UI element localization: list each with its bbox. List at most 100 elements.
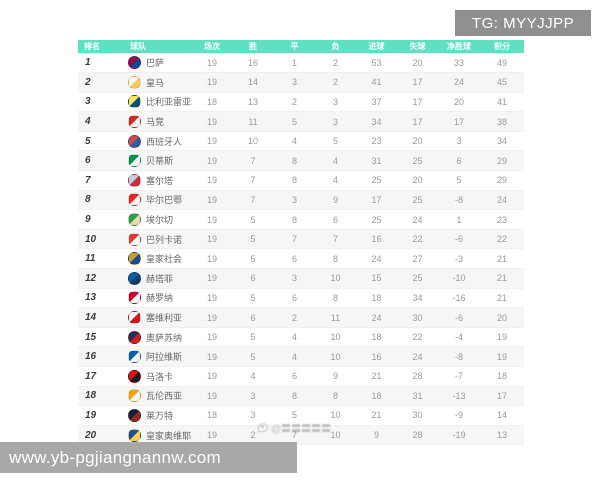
goal_diff-cell: 17 [438,111,480,132]
draw-cell: 3 [274,72,315,93]
table-row: 2 皇马 19 14 3 2 41 17 24 45 [78,72,524,93]
team-cell[interactable]: 比利亚雷亚尔 [110,92,192,113]
draw-cell: 5 [274,405,315,426]
team-logo-icon [128,271,141,285]
header-goals-for: 进球 [356,40,397,53]
team-cell[interactable]: 马洛卡 [110,366,192,387]
team-cell[interactable]: 奥萨苏纳 [110,327,192,348]
goal_diff-cell: -10 [438,268,480,289]
loss-cell: 10 [315,346,356,367]
points-cell: 20 [480,307,524,328]
goals_for-cell: 25 [356,209,397,230]
team-cell[interactable]: 马竞 [110,111,192,132]
points-cell: 41 [480,92,524,113]
loss-cell: 11 [315,307,356,328]
goal_diff-cell: -13 [438,386,480,407]
draw-cell: 1 [274,53,315,74]
loss-cell: 10 [315,405,356,426]
team-logo-icon [128,75,141,89]
goal_diff-cell: -19 [438,425,480,446]
team-cell[interactable]: 巴列卡诺 [110,229,192,250]
team-logo-icon [128,252,141,266]
team-cell[interactable]: 塞尔塔 [110,170,192,191]
table-row: 7 塞尔塔 19 7 8 4 25 20 5 29 [78,170,524,191]
goal_diff-cell: 3 [438,131,480,152]
goals_for-cell: 37 [356,92,397,113]
loss-cell: 4 [315,170,356,191]
draw-cell: 6 [274,248,315,270]
goal_diff-cell: 24 [438,72,480,93]
win-cell: 6 [232,268,274,289]
loss-cell: 3 [315,111,356,132]
goal_diff-cell: -3 [438,248,480,270]
loss-cell: 10 [315,327,356,348]
played-cell: 19 [192,268,232,289]
loss-cell: 2 [315,72,356,93]
team-cell[interactable]: 莱万特 [110,405,192,426]
team-cell[interactable]: 西班牙人 [110,131,192,152]
table-row: 6 贝蒂斯 19 7 8 4 31 25 6 29 [78,150,524,172]
team-cell[interactable]: 埃尔切 [110,209,192,230]
team-cell[interactable]: 塞维利亚 [110,307,192,328]
team-logo-icon [128,173,141,187]
team-cell[interactable]: 皇马 [110,72,192,93]
rank-cell: 5 [78,131,110,152]
win-cell: 5 [232,346,274,367]
win-cell: 6 [232,307,274,328]
played-cell: 19 [192,288,232,309]
points-cell: 19 [480,346,524,367]
team-cell[interactable]: 贝蒂斯 [110,150,192,172]
points-cell: 29 [480,170,524,191]
team-cell[interactable]: 毕尔巴鄂 [110,190,192,211]
win-cell: 3 [232,405,274,426]
played-cell: 19 [192,131,232,152]
table-row: 17 马洛卡 19 4 6 9 21 28 -7 18 [78,366,524,387]
draw-cell: 8 [274,209,315,230]
team-name: 皇家社会 [146,254,183,265]
team-logo-icon [128,232,141,246]
table-row: 13 赫罗纳 19 5 6 8 18 34 -16 21 [78,288,524,309]
team-name: 塞尔塔 [146,175,174,186]
goals_against-cell: 31 [397,386,438,407]
goals_for-cell: 21 [356,366,397,387]
goals_for-cell: 23 [356,131,397,152]
goals_against-cell: 20 [397,53,438,74]
goal_diff-cell: 33 [438,53,480,74]
header-team: 球队 [110,40,192,53]
goals_against-cell: 22 [397,327,438,348]
rank-cell: 16 [78,346,110,367]
rank-cell: 12 [78,268,110,289]
win-cell: 5 [232,209,274,230]
draw-cell: 4 [274,327,315,348]
points-cell: 23 [480,209,524,230]
team-cell[interactable]: 巴萨 [110,53,192,74]
team-name: 贝蒂斯 [146,156,174,167]
header-wins: 胜 [232,40,274,53]
header-goals-against: 失球 [397,40,438,53]
rank-cell: 19 [78,405,110,426]
team-logo-icon [128,330,141,344]
rank-cell: 2 [78,72,110,93]
goals_for-cell: 16 [356,346,397,367]
goals_for-cell: 24 [356,248,397,270]
goals_against-cell: 34 [397,288,438,309]
loss-cell: 8 [315,248,356,270]
win-cell: 13 [232,92,274,113]
played-cell: 18 [192,405,232,426]
team-name: 赫塔菲 [146,273,174,284]
goal_diff-cell: 20 [438,92,480,113]
played-cell: 19 [192,111,232,132]
team-cell[interactable]: 赫罗纳 [110,288,192,309]
team-cell[interactable]: 阿拉维斯 [110,346,192,367]
goals_for-cell: 34 [356,111,397,132]
team-cell[interactable]: 瓦伦西亚 [110,386,192,407]
team-cell[interactable]: 皇家社会 [110,248,192,270]
team-cell[interactable]: 赫塔菲 [110,268,192,289]
site-url-watermark-bar: www.yb-pgjiangnannw.com [0,442,297,473]
draw-cell: 3 [274,268,315,289]
goal_diff-cell: 6 [438,150,480,172]
rank-cell: 18 [78,386,110,407]
team-name: 塞维利亚 [146,313,183,324]
table-row: 16 阿拉维斯 19 5 4 10 16 24 -8 19 [78,346,524,367]
